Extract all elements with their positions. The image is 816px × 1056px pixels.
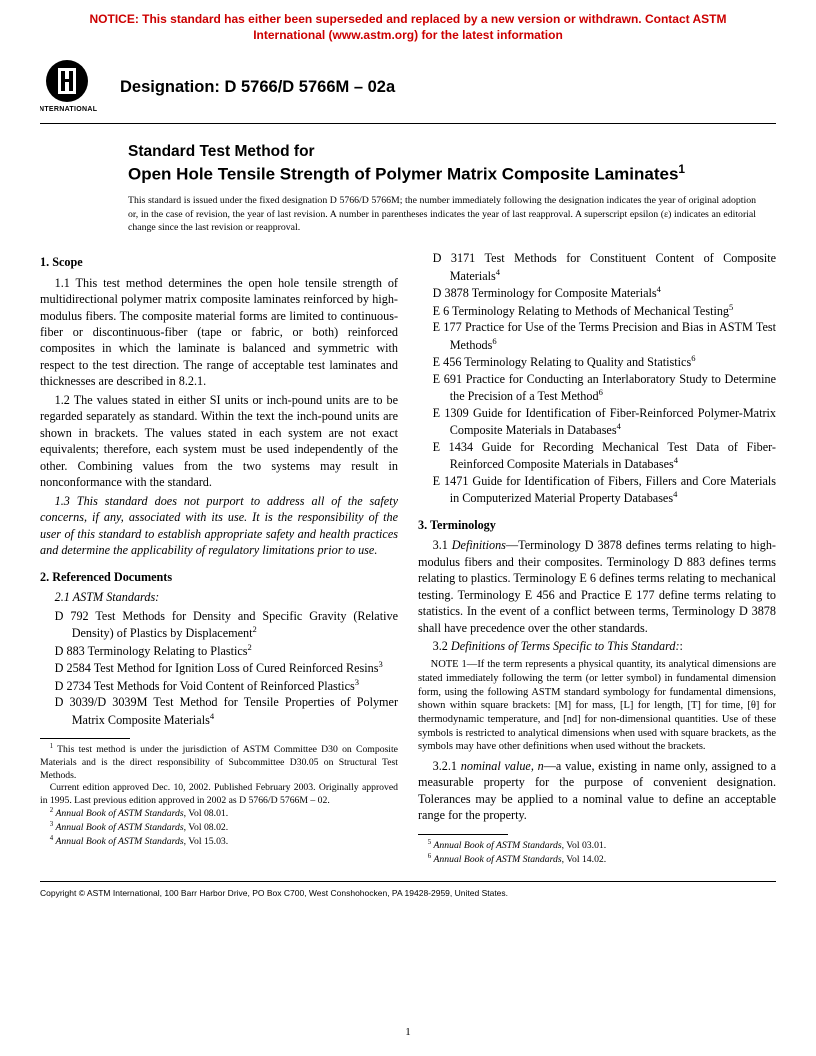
term-p3-lead: 3.2.1 [433,759,461,773]
note-1: NOTE 1—If the term represents a physical… [418,658,776,753]
footnote: 2 Annual Book of ASTM Standards, Vol 08.… [40,807,398,821]
ref-item: E 456 Terminology Relating to Quality an… [418,353,776,371]
term-p2-lead: 3.2 [433,639,451,653]
terminology-p1: 3.1 Definitions—Terminology D 3878 defin… [418,537,776,636]
right-column: D 3171 Test Methods for Constituent Cont… [418,250,776,866]
term-p2-italic: Definitions of Terms Specific to This St… [451,639,680,653]
body-columns: 1. Scope 1.1 This test method determines… [40,250,776,866]
title-block: Standard Test Method for Open Hole Tensi… [128,142,756,184]
ref-item: D 792 Test Methods for Density and Speci… [40,608,398,642]
section-head-refdocs: 2. Referenced Documents [40,569,398,585]
ref-item: D 2734 Test Methods for Void Content of … [40,677,398,695]
ref-item: D 3171 Test Methods for Constituent Cont… [418,250,776,284]
copyright-line: Copyright © ASTM International, 100 Barr… [40,888,776,898]
refdocs-subhead-text: 2.1 ASTM Standards: [55,590,160,604]
title-superscript: 1 [678,162,685,176]
footnote: Current edition approved Dec. 10, 2002. … [40,782,398,807]
term-p1-rest: —Terminology D 3878 defines terms relati… [418,538,776,634]
footnote: 5 Annual Book of ASTM Standards, Vol 03.… [418,839,776,853]
scope-p2: 1.2 The values stated in either SI units… [40,392,398,491]
ref-item: E 1471 Guide for Identification of Fiber… [418,473,776,507]
ref-item: D 883 Terminology Relating to Plastics2 [40,642,398,660]
footnote: 4 Annual Book of ASTM Standards, Vol 15.… [40,835,398,849]
left-column: 1. Scope 1.1 This test method determines… [40,250,398,866]
header-rule [40,123,776,124]
title-main-text: Open Hole Tensile Strength of Polymer Ma… [128,164,678,183]
page-number: 1 [0,1026,816,1038]
title-main: Open Hole Tensile Strength of Polymer Ma… [128,162,756,185]
designation-text: Designation: D 5766/D 5766M – 02a [120,78,395,97]
footnote: 3 Annual Book of ASTM Standards, Vol 08.… [40,821,398,835]
ref-item: E 691 Practice for Conducting an Interla… [418,371,776,405]
terminology-p3: 3.2.1 nominal value, n—a value, existing… [418,758,776,824]
notice-banner: NOTICE: This standard has either been su… [0,0,816,51]
section-head-terminology: 3. Terminology [418,517,776,533]
footnote-rule-left [40,738,130,739]
title-prefix: Standard Test Method for [128,142,756,161]
issuance-note: This standard is issued under the fixed … [128,194,756,234]
term-p3-italic: nominal value, n [461,759,544,773]
ref-item: D 2584 Test Method for Ignition Loss of … [40,659,398,677]
svg-text:INTERNATIONAL: INTERNATIONAL [40,106,98,113]
section-head-scope: 1. Scope [40,254,398,270]
footnote-rule-right [418,834,508,835]
ref-item: E 177 Practice for Use of the Terms Prec… [418,319,776,353]
scope-p3-text: 1.3 This standard does not purport to ad… [40,494,398,557]
ref-item: D 3878 Terminology for Composite Materia… [418,284,776,302]
header: INTERNATIONAL Designation: D 5766/D 5766… [0,51,816,119]
ref-item: E 1309 Guide for Identification of Fiber… [418,405,776,439]
ref-item: E 6 Terminology Relating to Methods of M… [418,302,776,320]
term-p1-italic: Definitions [452,538,506,552]
scope-p3: 1.3 This standard does not purport to ad… [40,493,398,559]
footnote: 1 This test method is under the jurisdic… [40,743,398,782]
astm-logo: INTERNATIONAL [40,59,108,115]
ref-item: D 3039/D 3039M Test Method for Tensile P… [40,694,398,728]
note-body: If the term represents a physical quanti… [418,659,776,752]
scope-p1: 1.1 This test method determines the open… [40,275,398,390]
bottom-rule [40,881,776,882]
terminology-p2: 3.2 Definitions of Terms Specific to Thi… [418,638,776,654]
ref-item: E 1434 Guide for Recording Mechanical Te… [418,439,776,473]
refdocs-subhead: 2.1 ASTM Standards: [40,589,398,605]
term-p2-rest: : [680,639,683,653]
footnote: 6 Annual Book of ASTM Standards, Vol 14.… [418,853,776,867]
note-label: NOTE 1— [431,659,478,670]
term-p1-lead: 3.1 [433,538,452,552]
